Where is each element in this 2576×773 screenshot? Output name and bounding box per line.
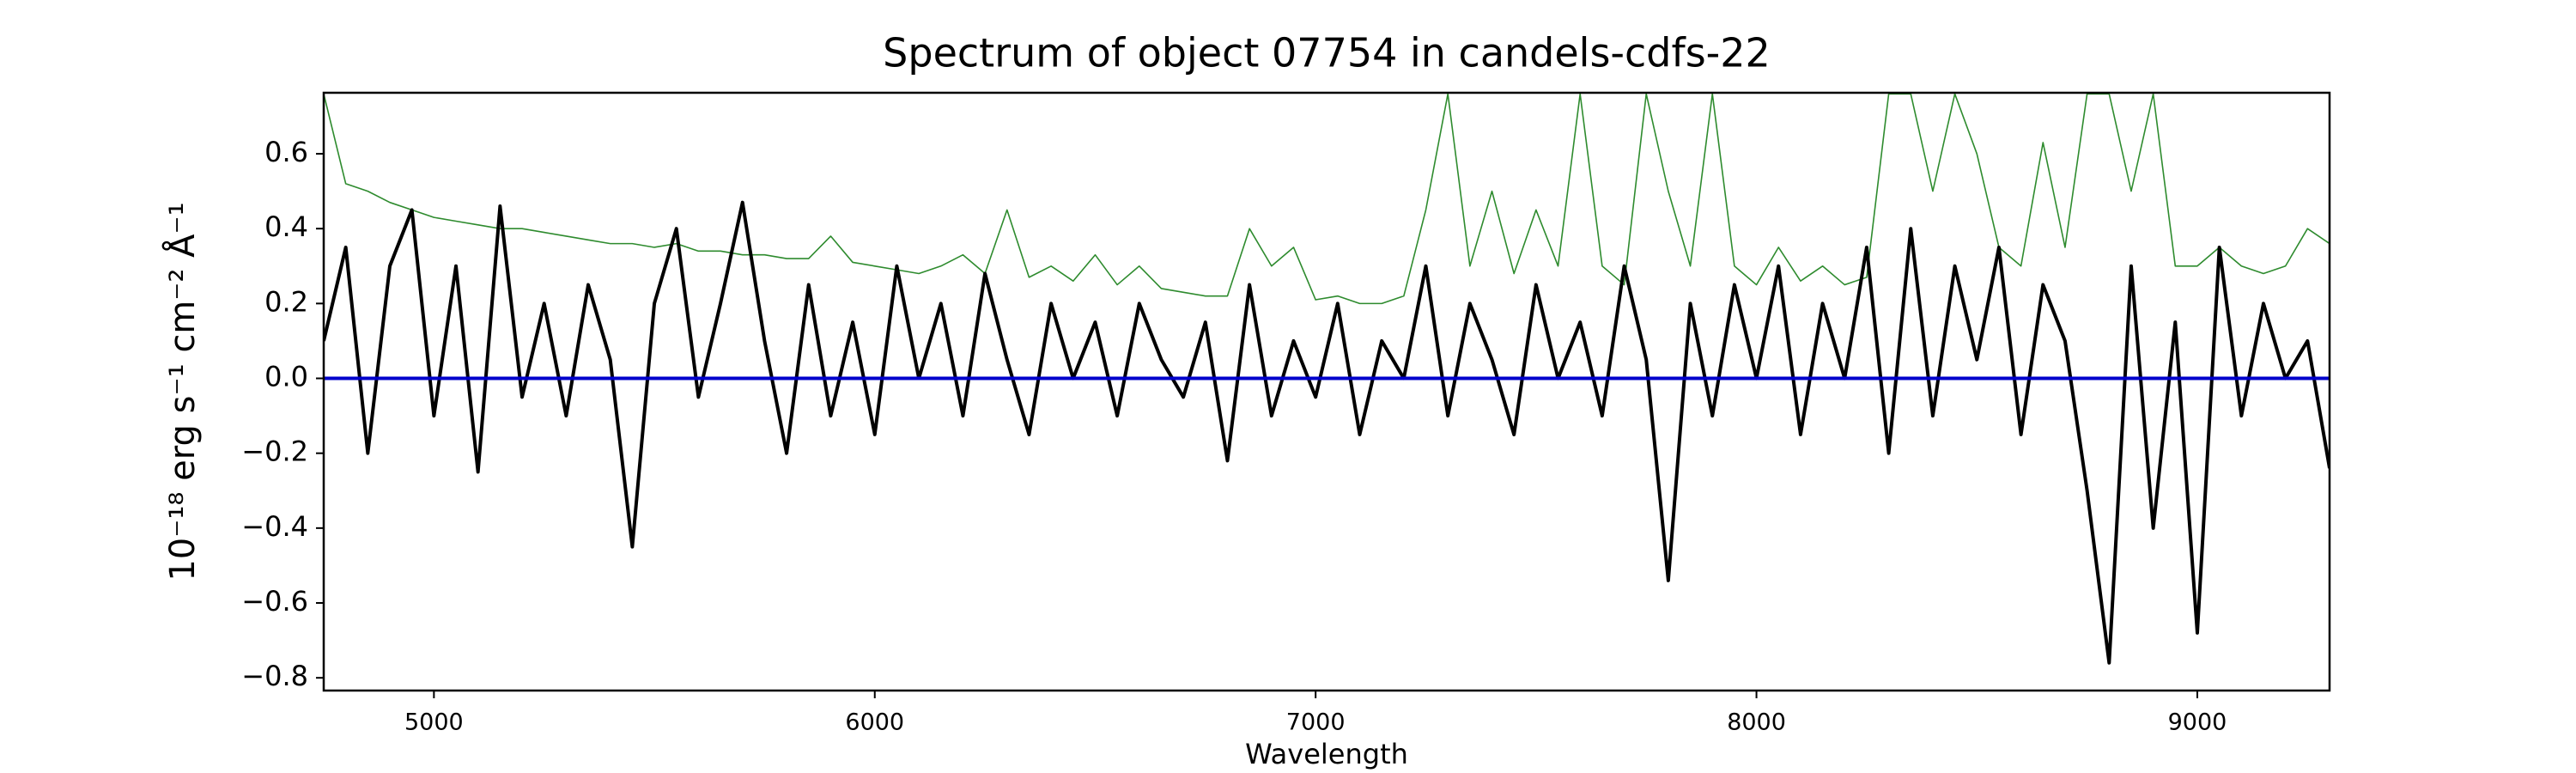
- chart-title: Spectrum of object 07754 in candels-cdfs…: [883, 30, 1771, 76]
- x-tick-label: 8000: [1727, 709, 1786, 736]
- y-tick-label: −0.4: [241, 510, 308, 543]
- y-tick-label: −0.2: [241, 435, 308, 468]
- x-axis-label: Wavelength: [1245, 738, 1408, 770]
- y-tick-label: 0.0: [264, 361, 308, 393]
- spectrum-line: [324, 93, 2330, 305]
- y-tick-label: −0.6: [241, 585, 308, 618]
- plot-lines: [324, 93, 2330, 665]
- x-tick-label: 6000: [845, 709, 904, 736]
- x-tick-label: 5000: [404, 709, 464, 736]
- y-tick-label: 0.4: [264, 210, 308, 243]
- x-tick-label: 9000: [2168, 709, 2227, 736]
- y-tick-label: 0.6: [264, 136, 308, 168]
- plot-frame: [322, 91, 2331, 692]
- y-tick-label: −0.8: [241, 660, 308, 692]
- y-axis-label: 10⁻¹⁸ erg s⁻¹ cm⁻² Å⁻¹: [161, 202, 203, 581]
- x-tick-label: 7000: [1286, 709, 1346, 736]
- spectrum-line: [324, 200, 2330, 665]
- y-tick-label: 0.2: [264, 285, 308, 318]
